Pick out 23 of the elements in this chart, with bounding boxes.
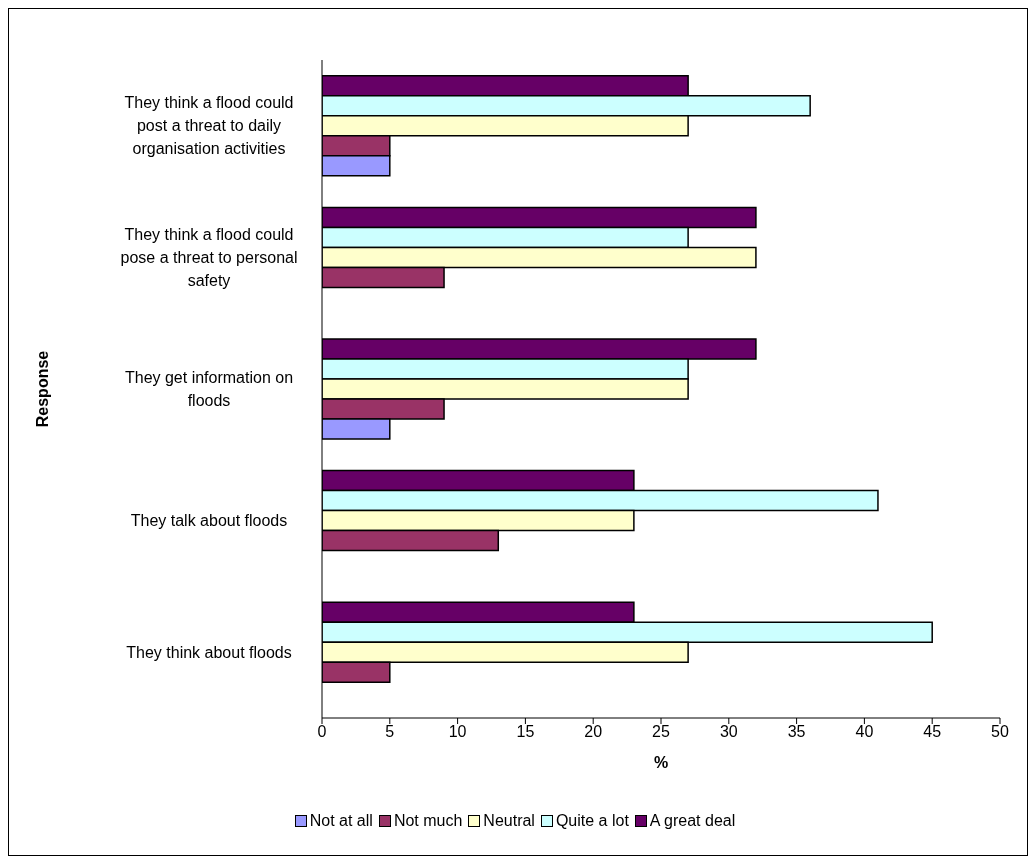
y-tick-label: They talk about floods: [130, 512, 288, 530]
x-tick-label: 25: [652, 723, 670, 741]
x-tick-label: 5: [385, 723, 395, 741]
x-tick-label: 40: [855, 723, 874, 741]
legend-label: Quite a lot: [555, 812, 629, 830]
y-axis-title: Response: [33, 350, 51, 428]
y-tick-label: They get information on floods: [124, 369, 294, 410]
x-tick-label: 20: [584, 723, 603, 741]
legend-label: A great deal: [649, 812, 736, 830]
y-tick-label: They think a flood could pose a threat to personal safety: [120, 226, 298, 289]
x-tick-label: 10: [448, 723, 467, 741]
x-tick-label: 0: [317, 723, 327, 741]
x-tick-label: 15: [516, 723, 535, 741]
y-tick-label: They think a flood could post a threat to daily organisation activities: [124, 94, 294, 158]
y-tick-label: They think about floods: [126, 643, 292, 661]
x-tick-label: 35: [787, 723, 806, 741]
legend-label: Not at all: [309, 812, 373, 830]
x-tick-label: 30: [719, 723, 738, 741]
legend-label: Neutral: [483, 812, 535, 830]
legend-label: Not much: [393, 812, 463, 830]
x-tick-label: 50: [991, 723, 1009, 741]
x-axis-title: %: [653, 754, 669, 771]
x-tick-label: 45: [923, 723, 942, 741]
